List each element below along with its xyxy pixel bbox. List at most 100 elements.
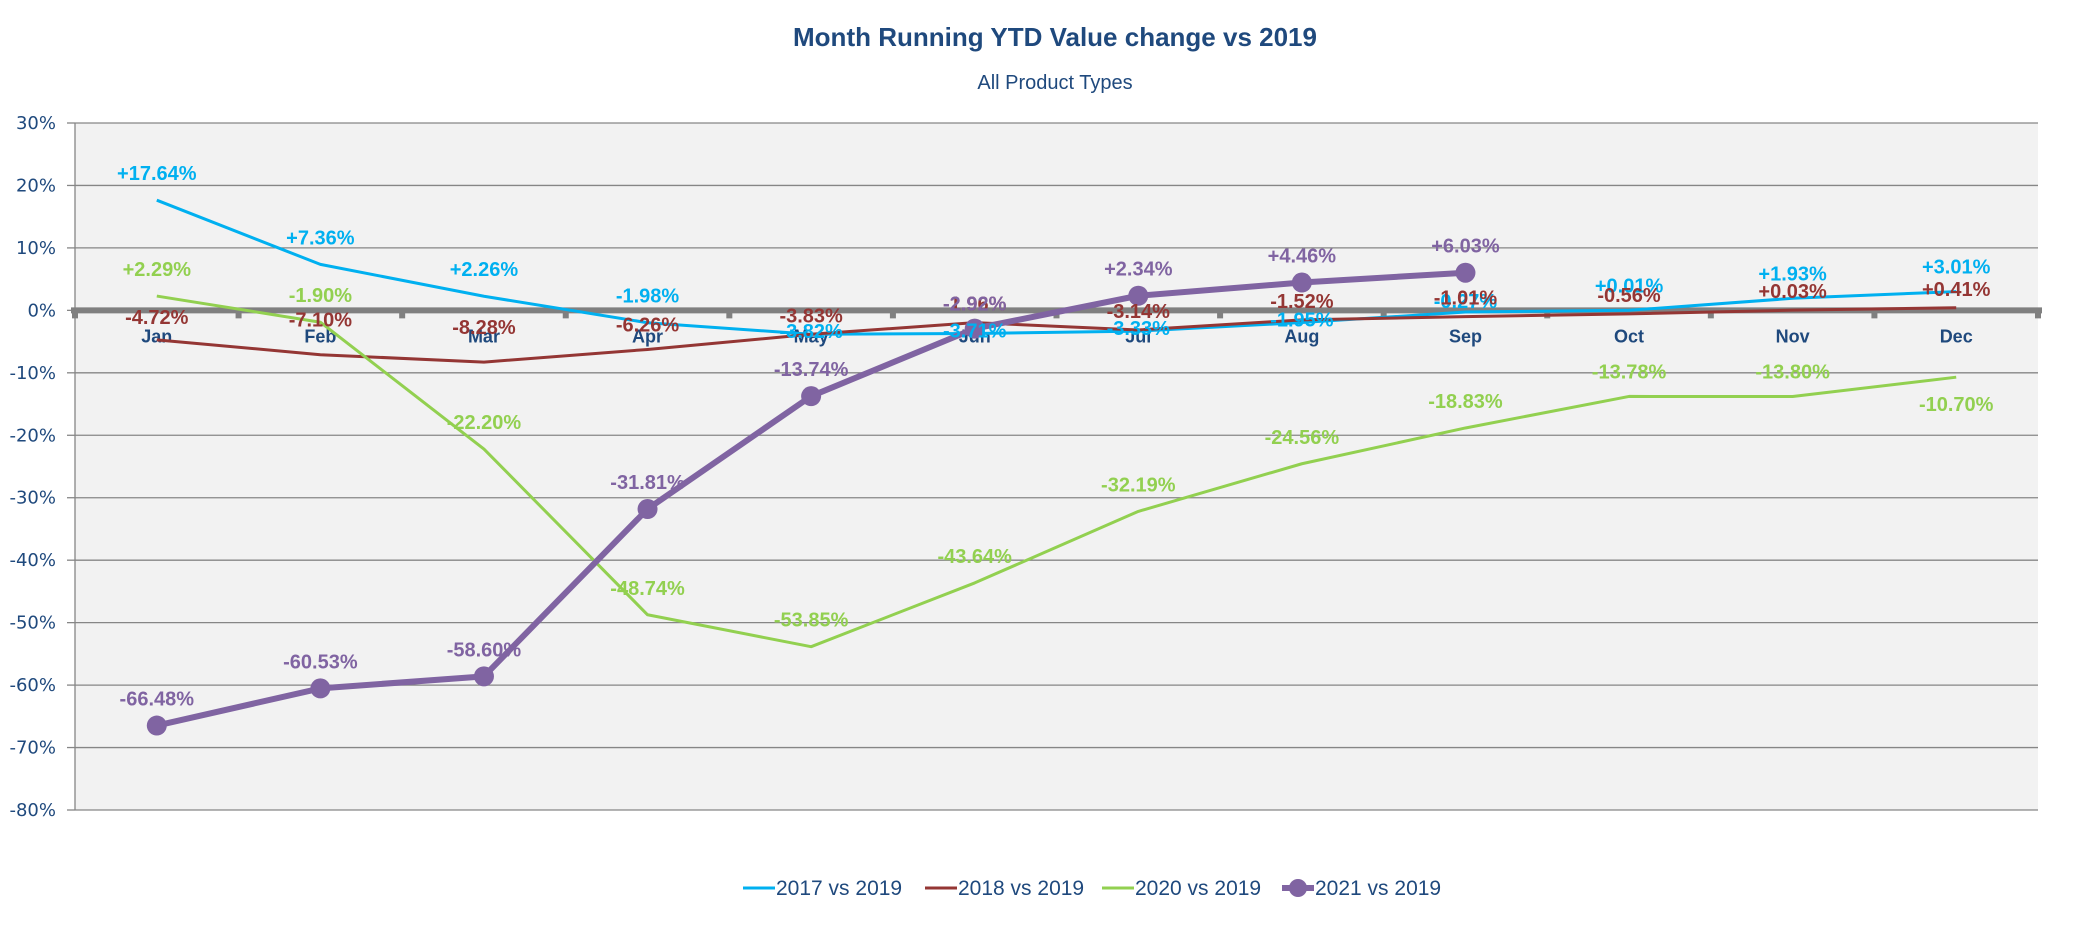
data-label: +2.34% bbox=[1104, 259, 1173, 281]
x-tick-mark bbox=[1380, 310, 1387, 319]
x-tick-label: Jan bbox=[141, 326, 172, 346]
x-tick-mark bbox=[399, 310, 406, 319]
x-tick-label: May bbox=[794, 326, 829, 346]
data-label: -31.81% bbox=[610, 472, 685, 494]
data-point bbox=[310, 678, 331, 699]
x-tick-mark bbox=[72, 310, 78, 319]
x-tick-label: Dec bbox=[1940, 326, 1973, 346]
data-label: -0.27% bbox=[1434, 291, 1498, 313]
data-label: -1.95% bbox=[1270, 310, 1334, 332]
x-tick-mark bbox=[2035, 310, 2041, 319]
y-tick-label: -50% bbox=[9, 613, 56, 634]
y-axis: 30% 20% 10% 0% -10% -20% -30% -40% -50% -60% -70% -… bbox=[9, 113, 76, 821]
data-label: -1.52% bbox=[1270, 291, 1334, 313]
legend-item: 2018 vs 2019 bbox=[925, 877, 1084, 900]
x-tick-mark bbox=[1707, 310, 1714, 319]
x-tick-label: Aug bbox=[1284, 326, 1319, 346]
legend-label: 2018 vs 2019 bbox=[958, 877, 1084, 900]
data-point bbox=[146, 715, 167, 736]
data-point bbox=[801, 386, 822, 407]
y-tick-label: -70% bbox=[9, 738, 56, 759]
legend-label: 2021 vs 2019 bbox=[1315, 877, 1441, 900]
x-tick-mark bbox=[1871, 310, 1878, 319]
legend: 2017 vs 2019 2018 vs 2019 2020 vs 2019 2021… bbox=[743, 877, 1441, 900]
gridlines bbox=[75, 122, 2038, 811]
data-label: +2.26% bbox=[450, 259, 519, 281]
series-line-2017 bbox=[156, 198, 1957, 336]
x-tick-mark bbox=[889, 310, 896, 319]
data-label: -43.64% bbox=[937, 546, 1012, 568]
y-tick-label: 10% bbox=[16, 238, 56, 259]
data-label: -48.74% bbox=[610, 578, 685, 600]
y-tick-label: -20% bbox=[9, 425, 56, 446]
data-label: +4.46% bbox=[1268, 246, 1337, 268]
data-label: +17.64% bbox=[117, 163, 197, 185]
data-label: -22.20% bbox=[447, 412, 522, 434]
data-label: -1.98% bbox=[616, 286, 680, 308]
x-tick-label: Apr bbox=[632, 326, 663, 346]
data-label: -1.01% bbox=[1434, 288, 1498, 310]
x-tick-label: Feb bbox=[304, 326, 336, 346]
legend-item: 2017 vs 2019 bbox=[743, 877, 902, 900]
x-tick-mark bbox=[726, 310, 733, 319]
data-label: -13.74% bbox=[774, 359, 849, 381]
data-point bbox=[637, 499, 658, 520]
legend-label: 2020 vs 2019 bbox=[1135, 877, 1261, 900]
x-tick-label: Mar bbox=[468, 326, 500, 346]
data-label: +0.01% bbox=[1595, 275, 1664, 297]
series-line-2020 bbox=[156, 294, 1957, 649]
y-tick-label: 20% bbox=[16, 175, 56, 196]
data-label: +7.36% bbox=[286, 227, 355, 249]
data-label: -8.28% bbox=[452, 317, 516, 339]
legend-item: 2021 vs 2019 bbox=[1282, 877, 1441, 900]
data-label: -3.83% bbox=[779, 305, 843, 327]
data-label: -10.70% bbox=[1919, 394, 1994, 416]
data-label: -6.26% bbox=[616, 314, 680, 336]
y-tick-label: -40% bbox=[9, 550, 56, 571]
y-tick-label: -80% bbox=[9, 800, 56, 821]
x-tick-label: Oct bbox=[1614, 326, 1644, 346]
data-label: -4.72% bbox=[125, 307, 189, 329]
data-label: -0.56% bbox=[1597, 285, 1661, 307]
data-label: +3.01% bbox=[1922, 257, 1991, 279]
data-label: -66.48% bbox=[120, 689, 195, 711]
data-point bbox=[1291, 272, 1312, 293]
data-labels: +17.64% +7.36% +2.26% -1.98% -3.82% -3.71% -3.… bbox=[117, 163, 1994, 710]
x-tick-label: Nov bbox=[1776, 326, 1810, 346]
plot-area bbox=[75, 123, 2038, 810]
data-label: -24.56% bbox=[1265, 427, 1340, 449]
y-tick-label: -60% bbox=[9, 675, 56, 696]
data-label: -3.71% bbox=[943, 321, 1007, 343]
chart-title: Month Running YTD Value change vs 2019 bbox=[793, 22, 1317, 52]
data-label: -13.80% bbox=[1755, 362, 1830, 384]
data-label: +0.41% bbox=[1922, 279, 1991, 301]
data-point bbox=[964, 318, 985, 339]
data-label: +2.29% bbox=[123, 259, 192, 281]
data-label: -7.10% bbox=[289, 310, 353, 332]
data-label: -3.14% bbox=[1107, 301, 1171, 323]
data-label: +6.03% bbox=[1431, 236, 1500, 258]
x-tick-label: Sep bbox=[1449, 326, 1482, 346]
data-label: +1.93% bbox=[1758, 263, 1827, 285]
series-line-2018 bbox=[156, 306, 1957, 364]
x-tick-mark bbox=[1217, 310, 1224, 319]
data-label: +0.03% bbox=[1758, 281, 1827, 303]
data-label: -3.82% bbox=[779, 321, 843, 343]
chart-subtitle: All Product Types bbox=[977, 72, 1132, 94]
data-label: -58.60% bbox=[447, 639, 522, 661]
data-label: -13.78% bbox=[1592, 361, 1667, 383]
data-label: -53.85% bbox=[774, 610, 849, 632]
x-tick-mark bbox=[562, 310, 569, 319]
x-tick-mark bbox=[235, 310, 242, 319]
data-label: -1.96% bbox=[943, 294, 1007, 316]
data-label: -60.53% bbox=[283, 651, 358, 673]
data-point bbox=[473, 666, 494, 687]
data-point bbox=[1128, 285, 1149, 306]
data-label: -3.33% bbox=[1107, 318, 1171, 340]
data-point bbox=[1455, 262, 1476, 283]
y-tick-label: 0% bbox=[27, 300, 56, 321]
y-tick-label: 30% bbox=[16, 113, 56, 134]
data-label: -18.83% bbox=[1428, 391, 1503, 413]
series-group bbox=[146, 198, 1957, 736]
